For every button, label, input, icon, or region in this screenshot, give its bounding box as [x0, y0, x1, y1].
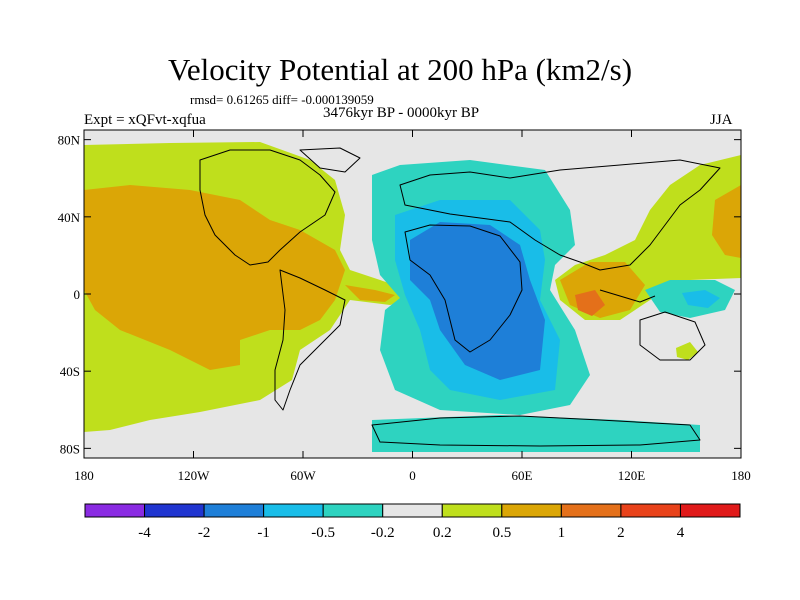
season-label: JJA	[710, 112, 733, 128]
positive-region-australia-spot	[676, 342, 698, 360]
lat-tick-label: 40S	[60, 364, 80, 379]
lon-tick-label: 120W	[178, 468, 211, 483]
colorbar-label: -0.2	[371, 525, 395, 541]
colorbar-label: 0.2	[433, 525, 452, 541]
colorbar-swatch	[501, 503, 562, 518]
colorbar-swatch	[382, 503, 443, 518]
colorbar-swatch	[322, 503, 384, 518]
negative-region-west-pacific-core	[682, 290, 720, 308]
positive-region-maritime-core	[575, 290, 605, 316]
colorbar-label: 4	[677, 525, 685, 541]
negative-region-africa-core	[410, 222, 545, 380]
colorbar-swatch	[84, 503, 146, 518]
colorbar-label: 1	[558, 525, 566, 541]
lon-tick-label: 180	[74, 468, 94, 483]
colorbar-swatch	[620, 503, 681, 518]
map-title: Velocity Potential at 200 hPa (km2/s)	[167, 52, 633, 87]
colorbar-label: 2	[617, 525, 625, 541]
coastlines	[199, 147, 721, 447]
antarctica-coast	[371, 415, 701, 447]
velocity-potential-field	[84, 130, 741, 458]
australia-coast	[639, 311, 706, 361]
lat-tick-label: 0	[74, 287, 81, 302]
north-america-coast	[199, 149, 336, 266]
colorbar-swatch	[441, 503, 503, 518]
lon-tick-label: 120E	[618, 468, 646, 483]
lat-tick-label: 80N	[58, 133, 81, 148]
colorbar-swatch	[263, 503, 324, 518]
south-america-coast	[274, 269, 346, 411]
lon-tick-label: 60W	[290, 468, 316, 483]
lat-tick-label: 40N	[58, 210, 81, 225]
lat-tick-label: 80S	[60, 441, 80, 456]
positive-region-east-asia-core	[560, 185, 741, 318]
colorbar-swatch	[679, 503, 741, 518]
colorbar: -4 -2 -1 -0.5 -0.2 0.2 0.5 1 2 4	[84, 503, 741, 541]
colorbar-label: -0.5	[311, 525, 335, 541]
latitude-axis: 80N 40N 0 40S 80S	[58, 133, 741, 456]
period-label: 3476kyr BP - 0000kyr BP	[323, 105, 480, 121]
colorbar-swatch	[144, 503, 205, 518]
colorbar-label: 0.5	[492, 525, 511, 541]
colorbar-swatch	[560, 503, 622, 518]
colorbar-label: -1	[257, 525, 270, 541]
positive-region-americas-core	[84, 185, 345, 370]
africa-coast	[404, 224, 523, 353]
lon-tick-label: 60E	[512, 468, 533, 483]
positive-region-atlantic-lobe	[345, 285, 395, 302]
greenland-coast	[299, 147, 361, 173]
lon-tick-label: 180	[731, 468, 751, 483]
stats-label: rmsd= 0.61265 diff= -0.000139059	[190, 92, 374, 107]
experiment-label: Expt = xQFvt-xqfua	[84, 112, 206, 128]
colorbar-label: -2	[198, 525, 211, 541]
maritime-islands	[599, 289, 656, 303]
eurasia-coast	[399, 159, 721, 271]
colorbar-swatch	[203, 503, 265, 518]
lon-tick-label: 0	[409, 468, 416, 483]
colorbar-label: -4	[138, 525, 151, 541]
longitude-axis: 180 120W 60W 0 60E 120E 180	[74, 130, 751, 483]
